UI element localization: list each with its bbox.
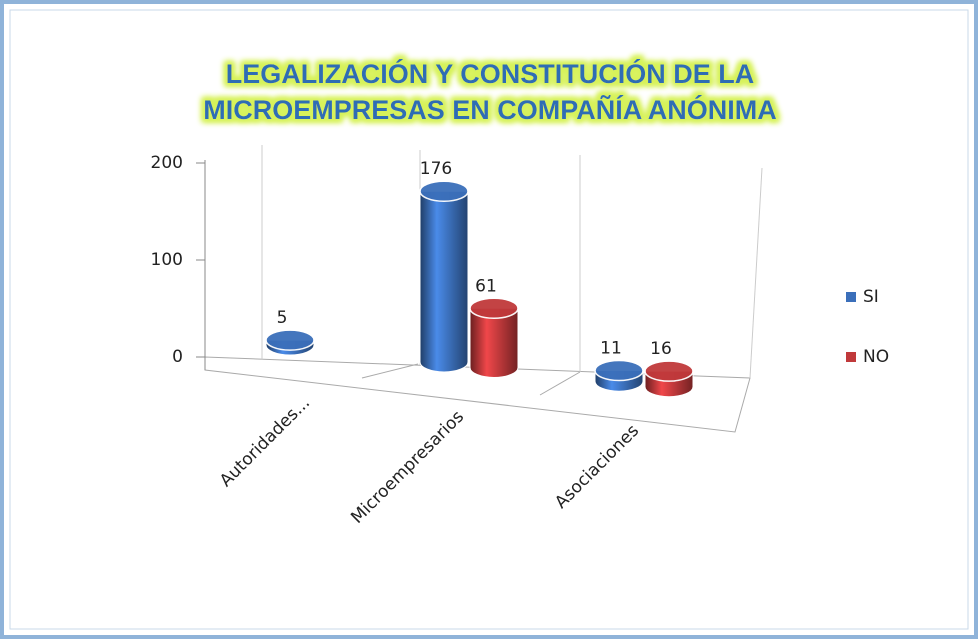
y-tick-label: 100 bbox=[151, 250, 183, 270]
data-label: 11 bbox=[600, 339, 622, 359]
inner-frame bbox=[9, 9, 969, 630]
data-label: 5 bbox=[277, 308, 288, 328]
y-tick-label: 200 bbox=[151, 153, 183, 173]
title-line: MICROEMPRESAS EN COMPAÑÍA ANÓNIMA bbox=[203, 94, 777, 125]
cylinder bbox=[644, 360, 694, 398]
cylinder-top bbox=[594, 359, 644, 382]
y-tick-label: 0 bbox=[172, 347, 183, 367]
legend-swatch bbox=[846, 292, 856, 302]
title-line: LEGALIZACIÓN Y CONSTITUCIÓN DE LA bbox=[226, 58, 755, 89]
cylinder-body bbox=[469, 307, 519, 378]
cylinder-top bbox=[419, 180, 469, 202]
legend-label: NO bbox=[863, 347, 889, 367]
cylinder-top bbox=[469, 297, 519, 320]
data-label: 16 bbox=[650, 339, 672, 359]
data-label: 61 bbox=[475, 276, 497, 296]
cylinder-top bbox=[265, 329, 315, 351]
legend-swatch bbox=[846, 352, 856, 362]
cylinder-body bbox=[419, 190, 469, 373]
cylinder-top bbox=[644, 360, 694, 382]
cylinder bbox=[419, 180, 469, 373]
legend-label: SI bbox=[863, 287, 879, 307]
cylinder bbox=[265, 329, 315, 356]
data-label: 176 bbox=[420, 159, 452, 179]
title: LEGALIZACIÓN Y CONSTITUCIÓN DE LA MICROE… bbox=[203, 58, 777, 125]
cylinder bbox=[469, 297, 519, 378]
cylinder bbox=[594, 359, 644, 392]
